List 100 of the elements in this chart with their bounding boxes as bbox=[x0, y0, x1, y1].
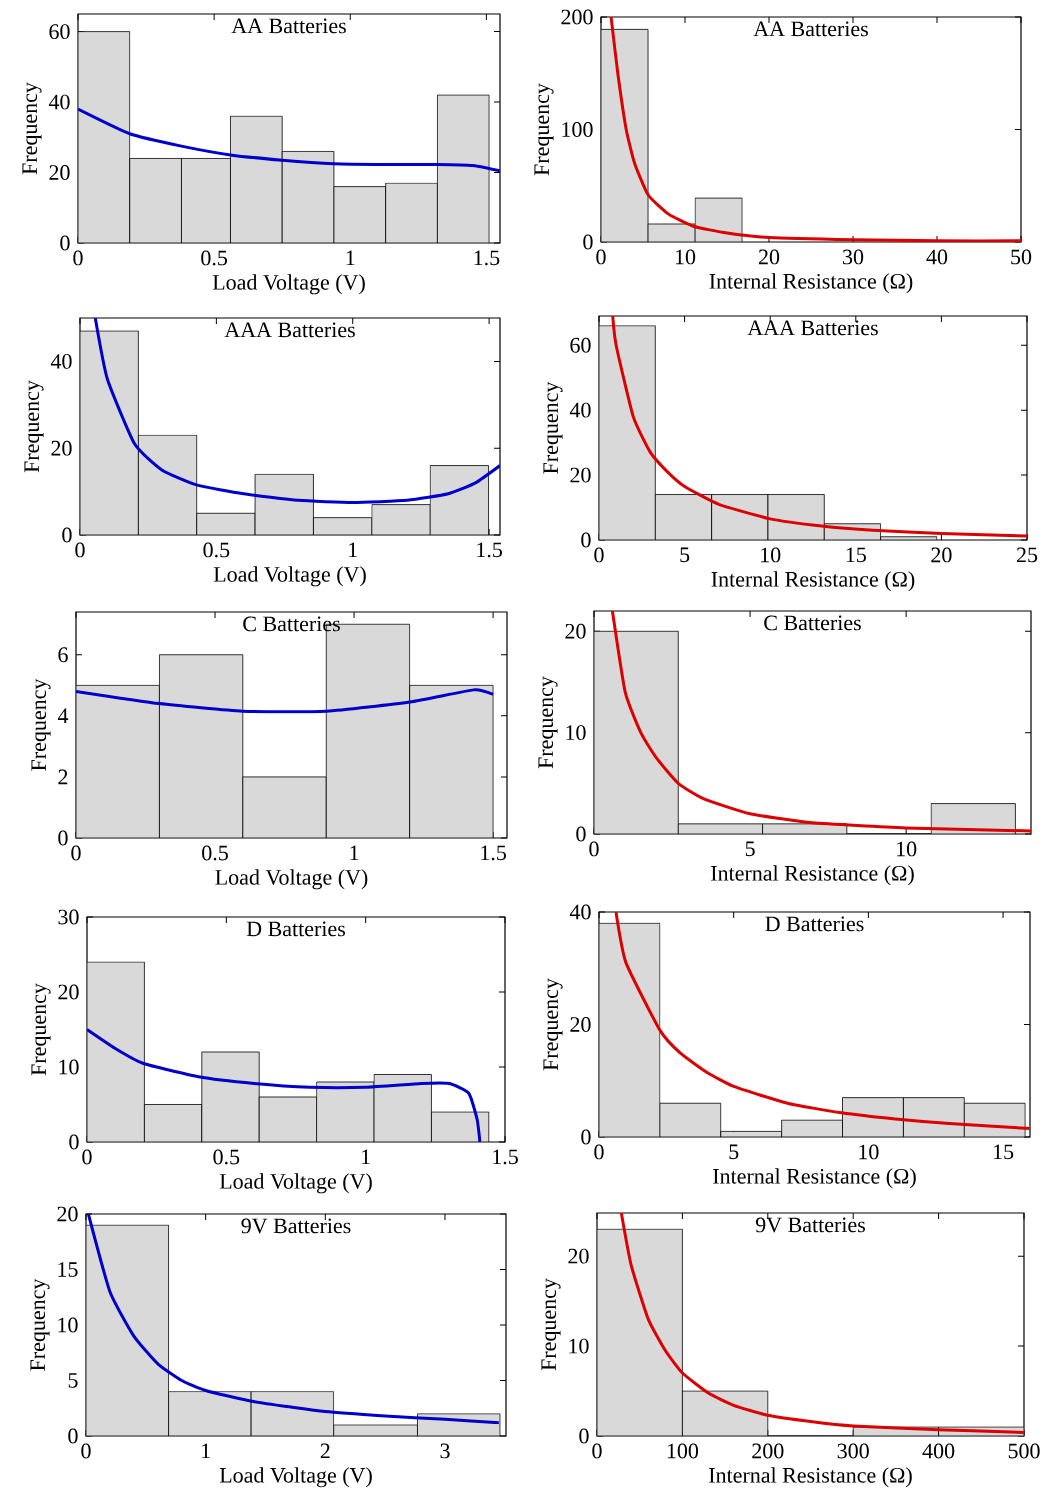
x-tick-label: 1.5 bbox=[481, 845, 506, 861]
y-tick-label: 0 bbox=[68, 1428, 78, 1444]
x-axis-title: Load Voltage (V) bbox=[212, 274, 365, 295]
x-tick-label: 5 bbox=[680, 547, 690, 563]
x-tick-label: 25 bbox=[1016, 547, 1038, 563]
chart-title: 9V Batteries bbox=[241, 1218, 351, 1234]
y-tick-label: 0 bbox=[62, 527, 72, 543]
x-axis-title: Internal Resistance (Ω) bbox=[709, 1467, 912, 1488]
x-tick-label: 40 bbox=[926, 249, 948, 265]
y-tick-label: 5 bbox=[68, 1373, 78, 1388]
line-series bbox=[76, 688, 495, 714]
x-tick-label: 10 bbox=[859, 1144, 879, 1160]
y-tick-label: 0 bbox=[583, 234, 593, 250]
chart-title: AA Batteries bbox=[231, 18, 346, 34]
x-tick-label: 100 bbox=[667, 1443, 699, 1459]
y-tick-label: 10 bbox=[566, 725, 586, 741]
y-tick-label: 20 bbox=[565, 623, 586, 639]
y-tick-label: 20 bbox=[58, 984, 79, 1000]
x-tick-label: 0 bbox=[596, 249, 606, 265]
y-tick-label: 15 bbox=[58, 1262, 78, 1277]
y-axis-title: Frequency bbox=[543, 381, 563, 474]
line-series bbox=[610, 610, 1031, 833]
x-tick-label: 10 bbox=[897, 841, 917, 857]
x-axis-title: Load Voltage (V) bbox=[219, 1467, 372, 1488]
line-series bbox=[609, 16, 1021, 242]
y-axis-title: Frequency bbox=[543, 978, 563, 1071]
y-tick-label: 4 bbox=[57, 708, 69, 724]
y-tick-label: 20 bbox=[570, 1017, 591, 1032]
y-axis-title: Frequency bbox=[31, 678, 51, 771]
x-tick-label: 1.5 bbox=[474, 250, 500, 266]
x-tick-label: 0.5 bbox=[213, 1149, 240, 1165]
y-axis-title: Frequency bbox=[24, 380, 44, 473]
y-axis-title: Frequency bbox=[30, 1278, 50, 1371]
x-tick-label: 0 bbox=[594, 547, 604, 563]
x-tick-label: 30 bbox=[843, 249, 864, 265]
x-tick-label: 1 bbox=[350, 845, 359, 861]
y-tick-label: 40 bbox=[50, 353, 72, 369]
x-axis-title: Load Voltage (V) bbox=[219, 1173, 372, 1194]
y-axis-title: Frequency bbox=[22, 82, 42, 175]
y-tick-label: 60 bbox=[570, 337, 591, 353]
x-tick-label: 0.5 bbox=[202, 845, 228, 861]
x-tick-label: 2 bbox=[320, 1443, 330, 1459]
chart-title: D Batteries bbox=[765, 916, 864, 932]
y-tick-label: 60 bbox=[49, 24, 70, 40]
chart-title: C Batteries bbox=[243, 616, 340, 632]
y-axis-title: Frequency bbox=[541, 1278, 561, 1371]
y-tick-label: 40 bbox=[569, 402, 591, 418]
line-series bbox=[93, 318, 500, 504]
y-tick-label: 20 bbox=[568, 1248, 589, 1264]
x-tick-label: 0.5 bbox=[203, 542, 230, 558]
line-series bbox=[611, 316, 1027, 538]
y-tick-label: 20 bbox=[51, 440, 72, 456]
x-axis-title: Internal Resistance (Ω) bbox=[711, 571, 915, 592]
y-tick-label: 6 bbox=[58, 647, 68, 663]
y-tick-label: 0 bbox=[60, 235, 70, 251]
line-series bbox=[78, 107, 500, 173]
y-tick-label: 0 bbox=[581, 532, 591, 548]
chart-title: AAA Batteries bbox=[747, 320, 878, 336]
y-axis-title: Frequency bbox=[31, 983, 51, 1076]
x-tick-label: 1.5 bbox=[477, 542, 502, 558]
y-tick-label: 40 bbox=[569, 904, 591, 920]
chart-title: AA Batteries bbox=[753, 21, 868, 37]
line-series bbox=[614, 911, 1030, 1131]
x-tick-label: 20 bbox=[758, 249, 780, 265]
x-tick-label: 15 bbox=[993, 1144, 1014, 1160]
y-tick-label: 0 bbox=[58, 830, 68, 846]
y-tick-label: 200 bbox=[561, 9, 593, 25]
line-series bbox=[87, 1027, 482, 1142]
x-tick-label: 500 bbox=[1008, 1443, 1040, 1459]
y-tick-label: 0 bbox=[69, 1134, 79, 1150]
y-tick-label: 30 bbox=[58, 909, 79, 925]
y-tick-label: 0 bbox=[581, 1129, 591, 1145]
y-tick-label: 0 bbox=[576, 826, 586, 842]
x-axis-title: Load Voltage (V) bbox=[215, 869, 368, 890]
x-tick-label: 10 bbox=[761, 547, 781, 563]
y-tick-label: 10 bbox=[59, 1059, 79, 1075]
y-tick-label: 2 bbox=[58, 769, 68, 785]
x-tick-label: 1 bbox=[362, 1149, 370, 1165]
y-tick-label: 20 bbox=[57, 1206, 78, 1222]
y-tick-label: 40 bbox=[48, 94, 70, 110]
x-tick-label: 1 bbox=[349, 542, 357, 558]
y-axis-title: Frequency bbox=[538, 676, 558, 769]
chart-title: C Batteries bbox=[764, 615, 861, 631]
x-tick-label: 15 bbox=[846, 547, 866, 563]
x-tick-label: 0 bbox=[594, 1144, 604, 1160]
x-tick-label: 10 bbox=[675, 249, 696, 265]
x-tick-label: 0.5 bbox=[201, 250, 228, 266]
line-series bbox=[619, 1212, 1024, 1434]
x-tick-label: 50 bbox=[1011, 249, 1032, 265]
x-tick-label: 5 bbox=[745, 841, 755, 857]
y-tick-label: 10 bbox=[569, 1338, 589, 1354]
y-tick-label: 100 bbox=[562, 122, 593, 137]
y-axis-title: Frequency bbox=[534, 83, 554, 176]
y-tick-label: 10 bbox=[58, 1317, 78, 1333]
x-axis-title: Internal Resistance (Ω) bbox=[711, 865, 914, 886]
x-tick-label: 3 bbox=[440, 1443, 450, 1459]
x-tick-label: 20 bbox=[931, 547, 952, 563]
chart-title: 9V Batteries bbox=[755, 1217, 865, 1233]
x-tick-label: 0 bbox=[81, 1443, 91, 1459]
x-tick-label: 1.5 bbox=[493, 1149, 518, 1165]
